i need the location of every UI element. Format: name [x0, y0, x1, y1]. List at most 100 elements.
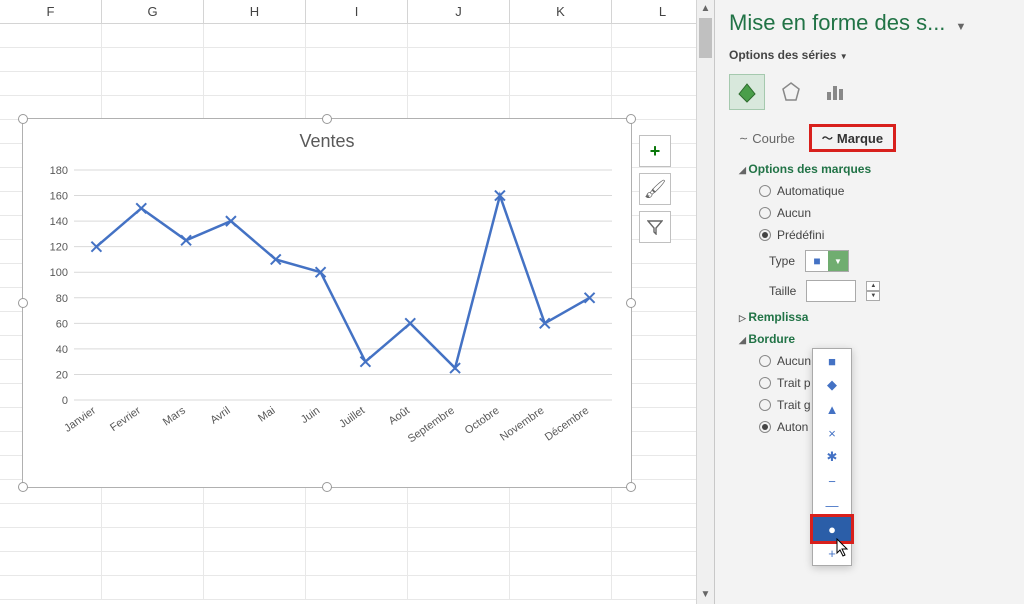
marker-size-input[interactable]: [806, 280, 856, 302]
section-fill[interactable]: Remplissa: [739, 310, 1010, 324]
resize-handle[interactable]: [18, 114, 28, 124]
marker-type-radios: Automatique Aucun Prédéfini: [729, 184, 1010, 242]
marker-size-row: Taille ▲ ▼: [769, 280, 1010, 302]
chart-container[interactable]: Ventes 020406080100120140160180JanvierFe…: [22, 118, 632, 488]
radio-auto-label: Automatique: [777, 184, 844, 198]
series-options-icon[interactable]: [817, 74, 853, 110]
svg-text:Fevrier: Fevrier: [108, 404, 143, 434]
scroll-up[interactable]: ▲: [697, 0, 714, 18]
scroll-thumb[interactable]: [699, 18, 712, 58]
scroll-track[interactable]: [697, 18, 714, 586]
tab-courbe[interactable]: ∼ Courbe: [739, 131, 795, 146]
marker-option[interactable]: −: [813, 469, 851, 493]
spreadsheet-area: F G H I J K L Ventes 0204060801001201401…: [0, 0, 714, 604]
column-headers: F G H I J K L: [0, 0, 714, 24]
marker-type-dropdown-list[interactable]: ■◆▲×✱−—●+: [812, 348, 852, 566]
svg-text:120: 120: [50, 242, 68, 254]
radio-auto[interactable]: Automatique: [759, 184, 1010, 198]
radio-icon: [759, 229, 771, 241]
taille-label: Taille: [769, 284, 796, 298]
chart-title[interactable]: Ventes: [23, 131, 631, 152]
radio-border-solid-label: Trait p: [777, 376, 811, 390]
resize-handle[interactable]: [626, 298, 636, 308]
resize-handle[interactable]: [322, 114, 332, 124]
size-spinner: ▲ ▼: [866, 281, 880, 301]
category-icons: [729, 74, 1010, 110]
resize-handle[interactable]: [322, 482, 332, 492]
options-series-text: Options des séries: [729, 48, 836, 62]
spin-up[interactable]: ▲: [866, 281, 880, 291]
radio-border-auto[interactable]: Auton: [759, 420, 1010, 434]
chevron-down-icon[interactable]: ▼: [828, 251, 848, 271]
svg-text:160: 160: [50, 191, 68, 203]
resize-handle[interactable]: [18, 482, 28, 492]
chart-plot[interactable]: 020406080100120140160180JanvierFevrierMa…: [32, 160, 622, 470]
panel-title: Mise en forme des s... ▼: [729, 10, 1010, 36]
svg-text:Mai: Mai: [256, 405, 277, 425]
options-series-label[interactable]: Options des séries ▼: [729, 48, 1010, 62]
resize-handle[interactable]: [18, 298, 28, 308]
format-panel: Mise en forme des s... ▼ Options des sér…: [714, 0, 1024, 604]
svg-text:Décembre: Décembre: [543, 405, 591, 444]
col-H[interactable]: H: [204, 0, 306, 23]
radio-border-none-label: Aucun: [777, 354, 811, 368]
marker-option[interactable]: ▲: [813, 397, 851, 421]
marker-option[interactable]: ●: [813, 517, 851, 541]
vertical-scrollbar[interactable]: ▲ ▼: [696, 0, 714, 604]
effects-icon[interactable]: [773, 74, 809, 110]
marker-option[interactable]: —: [813, 493, 851, 517]
svg-text:Août: Août: [387, 405, 412, 428]
marker-option[interactable]: +: [813, 541, 851, 565]
marker-option[interactable]: ◆: [813, 373, 851, 397]
chevron-down-icon[interactable]: ▼: [956, 21, 967, 33]
svg-text:Mars: Mars: [161, 404, 188, 428]
fill-line-icon[interactable]: [729, 74, 765, 110]
col-J[interactable]: J: [408, 0, 510, 23]
chart-filter-button[interactable]: [639, 211, 671, 243]
resize-handle[interactable]: [626, 114, 636, 124]
panel-title-text: Mise en forme des s...: [729, 10, 945, 35]
chart-add-button[interactable]: +: [639, 135, 671, 167]
scroll-down[interactable]: ▼: [697, 586, 714, 604]
tab-marque[interactable]: 〜Marque: [809, 124, 896, 152]
col-I[interactable]: I: [306, 0, 408, 23]
brush-icon: 🖌: [644, 179, 667, 200]
section-marker-options[interactable]: Options des marques: [739, 162, 1010, 176]
svg-text:Octobre: Octobre: [463, 405, 502, 437]
radio-icon: [759, 207, 771, 219]
svg-text:Janvier: Janvier: [62, 404, 98, 434]
svg-text:40: 40: [56, 344, 68, 356]
marker-line-icon: 〜: [822, 130, 833, 146]
radio-none[interactable]: Aucun: [759, 206, 1010, 220]
radio-border-none[interactable]: Aucun: [759, 354, 1010, 368]
marker-option[interactable]: ■: [813, 349, 851, 373]
svg-text:0: 0: [62, 395, 68, 407]
marker-option[interactable]: ×: [813, 421, 851, 445]
radio-border-gradient[interactable]: Trait g: [759, 398, 1010, 412]
radio-icon: [759, 421, 771, 433]
radio-border-solid[interactable]: Trait p: [759, 376, 1010, 390]
line-marker-tabs: ∼ Courbe 〜Marque: [729, 124, 1010, 152]
col-K[interactable]: K: [510, 0, 612, 23]
chart-side-buttons: + 🖌: [639, 135, 671, 243]
svg-text:60: 60: [56, 318, 68, 330]
line-icon: ∼: [739, 132, 748, 145]
chart-style-button[interactable]: 🖌: [639, 173, 671, 205]
svg-text:80: 80: [56, 293, 68, 305]
radio-builtin-label: Prédéfini: [777, 228, 824, 242]
svg-text:20: 20: [56, 369, 68, 381]
radio-icon: [759, 399, 771, 411]
spin-down[interactable]: ▼: [866, 291, 880, 301]
section-border[interactable]: Bordure: [739, 332, 1010, 346]
tab-courbe-label: Courbe: [752, 131, 795, 146]
svg-text:Avril: Avril: [208, 405, 232, 427]
resize-handle[interactable]: [626, 482, 636, 492]
marker-type-dropdown[interactable]: ■ ▼: [805, 250, 849, 272]
radio-builtin[interactable]: Prédéfini: [759, 228, 1010, 242]
col-G[interactable]: G: [102, 0, 204, 23]
marker-option[interactable]: ✱: [813, 445, 851, 469]
svg-text:Juin: Juin: [299, 405, 322, 426]
svg-text:100: 100: [50, 267, 68, 279]
col-F[interactable]: F: [0, 0, 102, 23]
svg-text:180: 180: [50, 165, 68, 177]
